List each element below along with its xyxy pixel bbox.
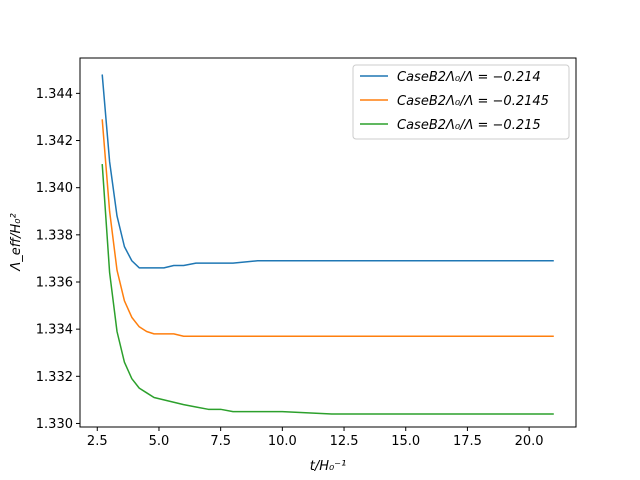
x-tick-label: 20.0 — [515, 434, 544, 449]
x-tick-label: 2.5 — [87, 434, 108, 449]
y-tick-label: 1.336 — [36, 275, 73, 290]
series-line-3 — [101, 164, 554, 415]
series-layer — [101, 74, 554, 415]
x-tick-label: 10.0 — [268, 434, 297, 449]
x-axis-label: t/H₀⁻¹ — [310, 459, 347, 474]
y-tick-label: 1.330 — [36, 417, 73, 432]
y-tick-label: 1.334 — [36, 323, 73, 338]
x-axis: 2.5 5.0 7.5 10.0 12.5 15.0 17.5 20.0 — [87, 427, 544, 449]
series-line-2 — [101, 119, 554, 337]
legend-label-2: CaseB2Λ₀/Λ = −0.2145 — [397, 94, 549, 109]
y-tick-label: 1.344 — [36, 87, 73, 102]
x-tick-label: 17.5 — [453, 434, 482, 449]
y-tick-label: 1.342 — [36, 134, 73, 149]
plot-area — [79, 57, 577, 428]
x-tick-label: 7.5 — [210, 434, 231, 449]
plot-frame — [79, 57, 577, 428]
x-tick-label: 15.0 — [391, 434, 420, 449]
y-tick-label: 1.332 — [36, 370, 73, 385]
x-tick-label: 12.5 — [330, 434, 359, 449]
legend-label-3: CaseB2Λ₀/Λ = −0.215 — [397, 118, 541, 133]
y-axis-label: Λ_eff/H₀² — [9, 213, 24, 271]
legend: CaseB2Λ₀/Λ = −0.214 CaseB2Λ₀/Λ = −0.2145 C… — [352, 64, 570, 140]
y-axis: 1.330 1.332 1.334 1.336 1.338 1.340 1.342 1.344 — [36, 87, 80, 432]
y-tick-label: 1.338 — [36, 228, 73, 243]
series-line-1 — [101, 74, 554, 269]
y-tick-label: 1.340 — [36, 181, 73, 196]
legend-box — [352, 64, 570, 140]
legend-label-1: CaseB2Λ₀/Λ = −0.214 — [397, 70, 541, 85]
x-tick-label: 5.0 — [149, 434, 170, 449]
